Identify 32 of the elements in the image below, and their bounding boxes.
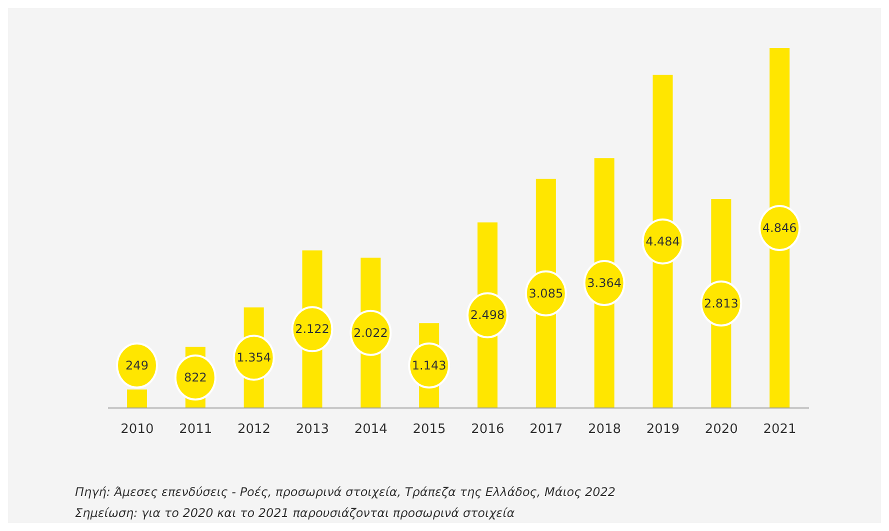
- data-label: 4.484: [646, 234, 680, 248]
- x-tick-label: 2021: [763, 422, 796, 438]
- x-tick-label: 2011: [179, 422, 212, 438]
- text: Σημείωση: για το 2020 και το 2021 παρουσιάζονται προσωρινά στοιχεία: [75, 505, 516, 522]
- data-label: 2.813: [704, 296, 738, 311]
- x-tick-label: 2014: [354, 422, 388, 438]
- x-tick-label: 2018: [588, 422, 622, 438]
- label-badge: 4.846: [758, 205, 801, 251]
- data-label: 4.846: [762, 221, 797, 235]
- x-tick-label: 2019: [646, 422, 680, 438]
- x-tick-label: 2017: [530, 422, 563, 438]
- label-badge: 249: [116, 342, 158, 388]
- x-tick-label: 2010: [120, 422, 154, 438]
- data-label: 2.498: [470, 308, 505, 322]
- x-tick-label: 2015: [412, 422, 446, 438]
- label-badge: 2.022: [350, 310, 392, 356]
- x-tick-label: 2020: [704, 422, 738, 438]
- data-label: 3.364: [587, 276, 622, 290]
- label-badge: 3.085: [524, 270, 567, 316]
- data-label: 3.085: [528, 286, 564, 300]
- data-label: 2.022: [353, 326, 388, 340]
- x-tick-label: 2016: [471, 422, 504, 438]
- text: Πηγή: Άμεσες επενδύσεις - Ροές, προσωρινά στοιχεία, Τράπεζα της Ελλάδος, Μάιος 2022: [75, 484, 616, 501]
- label-badge: 2.813: [700, 280, 742, 327]
- x-tick-label: 2012: [237, 422, 271, 438]
- label-badge: 3.364: [583, 260, 626, 306]
- label-badge: 4.484: [642, 218, 684, 264]
- data-label: 2.122: [295, 322, 330, 336]
- data-label: 249: [126, 358, 148, 372]
- label-badge: 2.498: [466, 292, 508, 338]
- label-badge: 2.122: [291, 306, 334, 352]
- x-tick-label: 2013: [296, 422, 330, 438]
